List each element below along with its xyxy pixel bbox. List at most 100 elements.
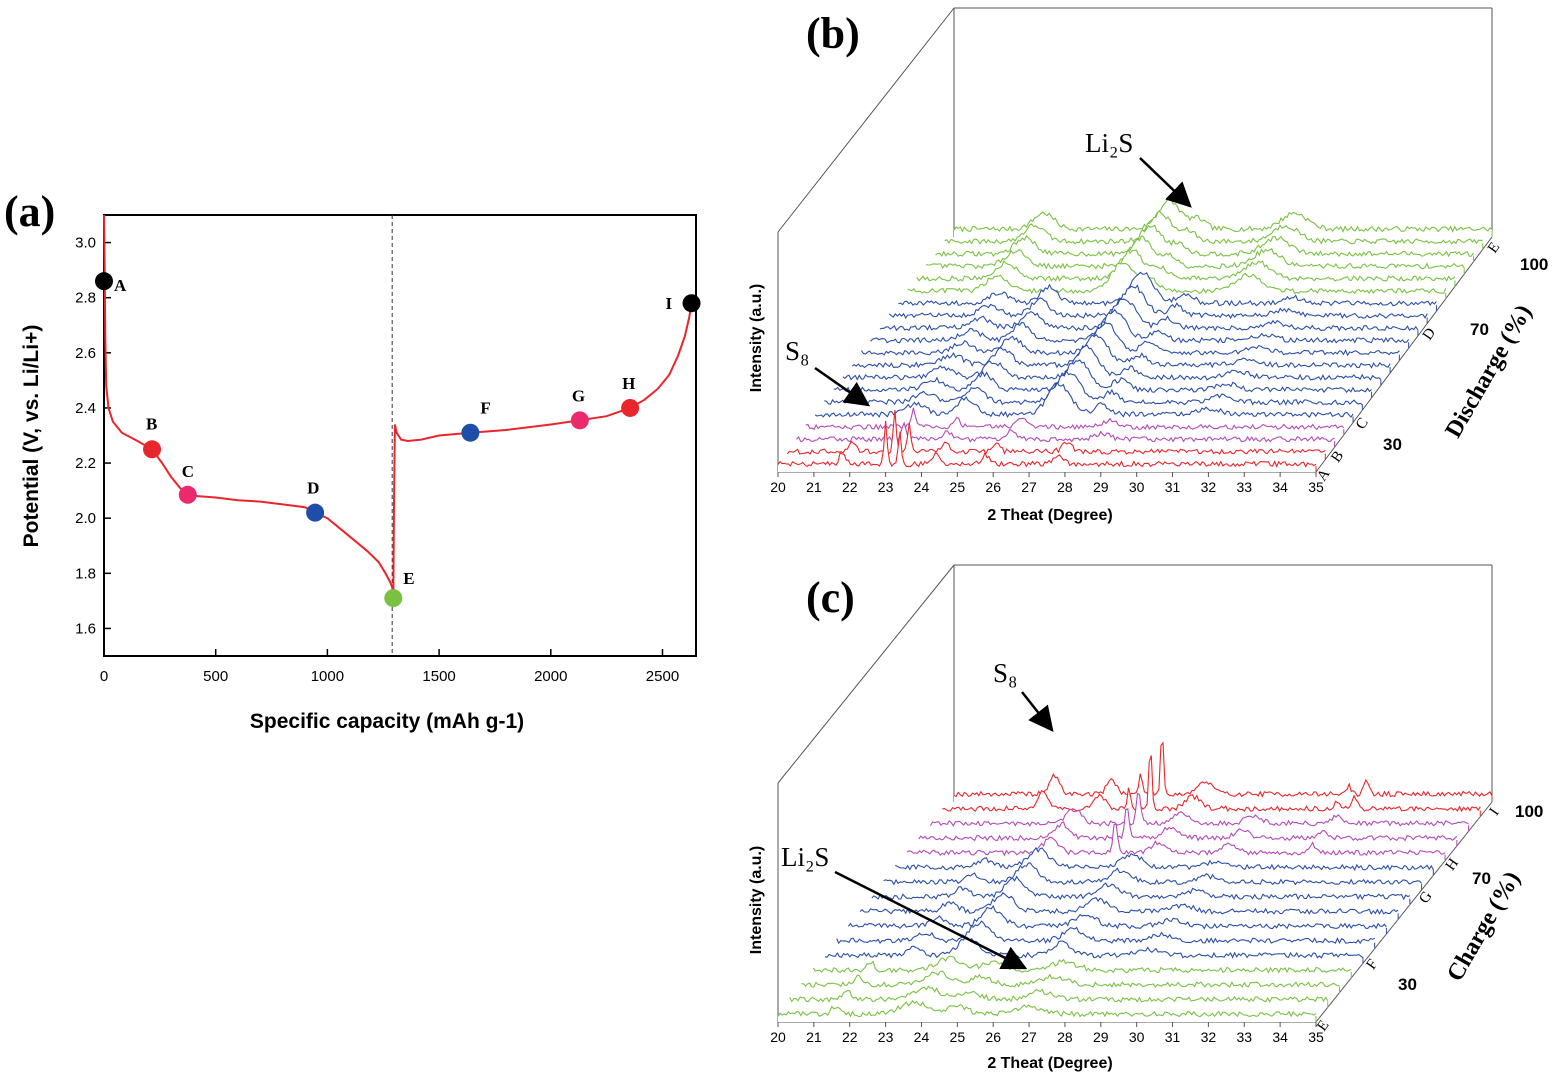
xrd-trace-line: [942, 755, 1481, 813]
point-d-label: D: [307, 479, 319, 498]
xrd-trace-line: [870, 308, 1410, 344]
panel-c-s8-arrow: [1021, 691, 1054, 732]
trace-occluder: [898, 272, 1437, 312]
x-tick-label: 24: [914, 479, 930, 495]
point-d-marker: [306, 503, 325, 522]
trace-occluder: [870, 309, 1409, 349]
xrd-trace-line: [801, 970, 1340, 989]
xrd-trace-line: [860, 322, 1400, 357]
panel-c-x-ticks: 20 21 22 23 24 25 26 27 28 29 30 31 32 33 34 35: [770, 1022, 1324, 1045]
trace-label: G: [1416, 889, 1435, 907]
trace-label: I: [1487, 805, 1503, 818]
xrd-trace-line: [777, 1000, 1317, 1018]
panel-a-x-tick-label: 1500: [422, 668, 455, 685]
panel-a-y-tick-label: 1.8: [75, 565, 96, 582]
panel-b-s8-arrow: [814, 366, 871, 407]
point-b-label: B: [146, 414, 157, 433]
trace-label: D: [1420, 325, 1439, 343]
panel-a-y-tick-label: 2.4: [75, 400, 96, 417]
point-e-label: E: [403, 569, 414, 588]
xrd-trace-line: [888, 284, 1428, 320]
x-tick-label: 28: [1057, 479, 1073, 495]
trace-label: F: [1363, 957, 1381, 973]
panel-a-y-tick-label: 2.0: [75, 510, 96, 527]
point-g-marker: [570, 411, 589, 430]
point-h-label: H: [622, 374, 635, 393]
x-tick-label: 28: [1057, 1029, 1073, 1045]
trace-occluder: [918, 808, 1457, 846]
panel-a-x-axis-title: Specific capacity (mAh g-1): [250, 710, 524, 733]
x-tick-label: 24: [914, 1029, 930, 1045]
trace-label: E: [1485, 240, 1503, 257]
xrd-trace-line: [926, 235, 1465, 270]
point-e-marker: [384, 589, 403, 608]
point-c-label: C: [182, 462, 194, 481]
panel-c-li2s-annotation: Li₂S: [781, 842, 829, 872]
xrd-trace-line: [883, 862, 1423, 886]
trace-occluder: [824, 371, 1363, 411]
x-tick-label: 35: [1308, 479, 1324, 495]
panel-a-markers: A B C D E F G H I: [95, 272, 701, 608]
panel-a-plot-frame: [103, 214, 697, 657]
trace-occluder: [935, 225, 1474, 262]
x-tick-label: 29: [1093, 479, 1109, 495]
panel-b-s8-annotation: S₈: [785, 336, 809, 366]
x-tick-label: 31: [1165, 1029, 1181, 1045]
point-c-marker: [178, 485, 197, 504]
depth-bottom-edge: [1315, 236, 1493, 473]
xrd-trace-line: [944, 210, 1483, 245]
panel-a-y-tick-label: 1.6: [75, 620, 96, 637]
xrd-trace-line: [895, 846, 1434, 871]
x-tick-label: 23: [878, 1029, 894, 1045]
xrd-trace-line: [786, 409, 1326, 455]
panel-a-curves: [103, 214, 693, 599]
panel-a-y-tick-label: 2.8: [75, 290, 96, 307]
side-wall-top-edge: [777, 7, 955, 233]
panel-c-depth-tick-70: 70: [1472, 869, 1491, 888]
panel-a-x-tick-label: 2000: [534, 668, 567, 685]
point-i-marker: [682, 294, 701, 313]
xrd-trace-line: [898, 271, 1437, 307]
panel-c: (c) 20 21 22 23 24 25 26 27 28 29 30 31 32 33 34 35 2 T…: [748, 564, 1543, 1072]
point-b-marker: [143, 440, 162, 459]
x-tick-label: 30: [1129, 1029, 1145, 1045]
x-tick-label: 27: [1021, 479, 1037, 495]
panel-b-li2s-annotation: Li₂S: [1085, 128, 1133, 158]
xrd-trace-line: [879, 298, 1419, 332]
panel-b-x-axis-title: 2 Theat (Degree): [987, 507, 1112, 524]
xrd-trace-line: [842, 344, 1382, 381]
point-f-marker: [461, 423, 480, 442]
charge-curve: [392, 303, 693, 599]
trace-occluder: [944, 211, 1483, 250]
panel-b-depth-tick-70: 70: [1470, 320, 1489, 339]
panel-c-depth-tick-100: 100: [1515, 802, 1543, 821]
panel-c-label: (c): [806, 573, 855, 622]
panel-b: (b) 20 21 22 23 24 25 26 27 28 29 30 31 32 33 34 35 2 T…: [748, 7, 1548, 524]
panel-b-depth-tick-30: 30: [1383, 435, 1402, 454]
xrd-trace-line: [916, 248, 1456, 282]
xrd-trace-line: [930, 792, 1469, 827]
trace-occluder: [833, 360, 1372, 398]
trace-occluder: [954, 742, 1492, 802]
trace-label: B: [1328, 448, 1347, 465]
xrd-trace-line: [953, 198, 1493, 233]
xrd-trace-line: [953, 741, 1493, 798]
x-tick-label: 20: [770, 479, 786, 495]
x-tick-label: 21: [806, 479, 822, 495]
x-tick-label: 33: [1236, 1029, 1252, 1045]
trace-occluder: [789, 986, 1328, 1008]
trace-occluder: [942, 755, 1481, 817]
panel-c-x-axis-title: 2 Theat (Degree): [987, 1055, 1112, 1072]
panel-a-x-tick-label: 2500: [646, 668, 679, 685]
xrd-trace-line: [851, 333, 1391, 369]
x-tick-label: 20: [770, 1029, 786, 1045]
xrd-trace-line: [871, 875, 1411, 901]
xrd-trace-line: [833, 359, 1372, 394]
panel-a-ticks: 0 500 1000 1500 2000 2500 1.6 1.8 2.0 2.2 2.4 2.6 2.…: [75, 235, 679, 685]
panel-a-x-tick-label: 0: [100, 668, 108, 685]
side-wall-top-edge: [777, 564, 955, 784]
panel-c-xrd-traces: [777, 741, 1493, 1022]
trace-occluder: [796, 423, 1335, 448]
